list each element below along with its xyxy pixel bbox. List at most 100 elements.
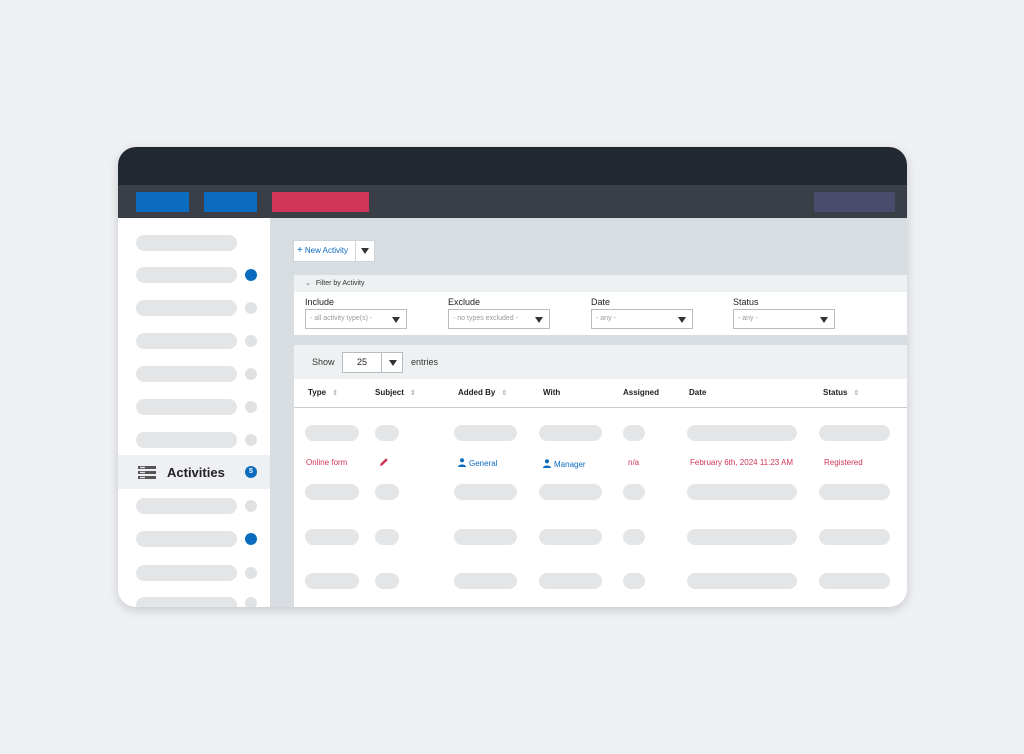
sidebar-item-placeholder[interactable] xyxy=(136,300,237,316)
sidebar-item-placeholder[interactable] xyxy=(136,333,237,349)
column-header-label: Date xyxy=(689,388,707,397)
column-header-subject[interactable]: Subject ⇕ xyxy=(375,388,416,397)
chevron-down-icon xyxy=(678,317,686,323)
sidebar-item-placeholder[interactable] xyxy=(136,597,237,607)
column-header-with[interactable]: With xyxy=(543,388,560,397)
app-window: Activities 5 + New Activity ⌄ Filter by Ac… xyxy=(118,147,907,607)
sort-icon: ⇕ xyxy=(409,390,416,397)
cell-placeholder xyxy=(375,425,399,441)
sidebar-item-placeholder[interactable] xyxy=(136,235,237,251)
sidebar-status-dot xyxy=(245,368,257,380)
status-select[interactable]: - any - xyxy=(733,309,835,329)
new-activity-dropdown-toggle[interactable] xyxy=(355,241,375,261)
column-header-date[interactable]: Date xyxy=(689,388,706,397)
sidebar-item-placeholder[interactable] xyxy=(136,498,237,514)
column-header-type[interactable]: Type ⇕ xyxy=(308,388,338,397)
cell-placeholder xyxy=(623,425,645,441)
toolbar-button-4[interactable] xyxy=(814,192,895,212)
sidebar-status-dot xyxy=(245,269,257,281)
sidebar-status-dot xyxy=(245,302,257,314)
status-placeholder: - any - xyxy=(738,315,758,322)
new-activity-split-button: + New Activity xyxy=(293,240,375,262)
cell-placeholder xyxy=(623,484,645,500)
exclude-select[interactable]: - no types excluded - xyxy=(448,309,550,329)
column-header-status[interactable]: Status ⇕ xyxy=(823,388,859,397)
cell-placeholder xyxy=(375,573,399,589)
sidebar-item-placeholder[interactable] xyxy=(136,267,237,283)
toolbar-button-3[interactable] xyxy=(272,192,369,212)
new-activity-label: New Activity xyxy=(304,246,348,255)
sidebar-status-dot xyxy=(245,533,257,545)
filter-title: Filter by Activity xyxy=(315,280,365,287)
chevron-down-icon xyxy=(392,317,400,323)
new-activity-button[interactable]: + New Activity xyxy=(294,241,355,261)
filter-header[interactable]: ⌄ Filter by Activity xyxy=(294,275,907,292)
sidebar-status-dot xyxy=(245,434,257,446)
cell-placeholder xyxy=(687,425,797,441)
sort-icon: ⇕ xyxy=(853,390,860,397)
page-size-toggle[interactable] xyxy=(381,353,403,372)
show-label: Show xyxy=(312,357,335,367)
cell-placeholder xyxy=(305,484,359,500)
page-size-bar: Show 25 entries xyxy=(294,345,907,379)
cell-placeholder xyxy=(454,573,517,589)
chevron-down-icon xyxy=(361,248,369,254)
user-icon xyxy=(458,458,466,467)
sidebar-status-dot xyxy=(245,597,257,607)
cell-placeholder xyxy=(305,573,359,589)
cell-status: Registered xyxy=(824,458,863,467)
toolbar-button-2[interactable] xyxy=(204,192,257,212)
cell-added-by[interactable]: General xyxy=(458,458,497,468)
sidebar-item-placeholder[interactable] xyxy=(136,399,237,415)
date-placeholder: - any - xyxy=(596,315,616,322)
sidebar-status-dot xyxy=(245,335,257,347)
include-placeholder: - all activity type(s) - xyxy=(310,315,373,322)
chevron-down-icon xyxy=(535,317,543,323)
added-by-label: General xyxy=(469,459,498,468)
cell-placeholder xyxy=(623,529,645,545)
cell-placeholder xyxy=(819,573,890,589)
cell-placeholder xyxy=(305,529,359,545)
cell-placeholder xyxy=(454,425,517,441)
column-header-added-by[interactable]: Added By ⇕ xyxy=(458,388,507,397)
sidebar-item-placeholder[interactable] xyxy=(136,565,237,581)
date-select[interactable]: - any - xyxy=(591,309,693,329)
column-header-label: Type xyxy=(308,388,327,397)
cell-placeholder xyxy=(819,425,890,441)
column-header-label: With xyxy=(543,388,561,397)
cell-assigned: n/a xyxy=(628,458,640,467)
cell-with[interactable]: Manager xyxy=(543,459,586,469)
cell-placeholder xyxy=(687,484,797,500)
include-select[interactable]: - all activity type(s) - xyxy=(305,309,407,329)
chevron-down-icon xyxy=(820,317,828,323)
main-content: + New Activity ⌄ Filter by Activity Includ… xyxy=(270,218,907,607)
sidebar-status-dot xyxy=(245,401,257,413)
sidebar-item-placeholder[interactable] xyxy=(136,432,237,448)
sidebar-item-placeholder[interactable] xyxy=(136,366,237,382)
cell-type: Online form xyxy=(306,458,348,467)
include-label: Include xyxy=(305,297,335,307)
cell-placeholder xyxy=(819,529,890,545)
page-size-value: 25 xyxy=(356,357,367,367)
column-header-assigned[interactable]: Assigned xyxy=(623,388,659,397)
cell-placeholder xyxy=(623,573,645,589)
cell-placeholder xyxy=(539,484,602,500)
cell-placeholder xyxy=(539,425,602,441)
sidebar-status-dot xyxy=(245,500,257,512)
pencil-icon[interactable] xyxy=(379,457,389,467)
toolbar-button-1[interactable] xyxy=(136,192,189,212)
cell-placeholder xyxy=(687,573,797,589)
cell-placeholder xyxy=(539,529,602,545)
cell-placeholder xyxy=(375,529,399,545)
cell-placeholder xyxy=(539,573,602,589)
cell-placeholder xyxy=(305,425,359,441)
chevron-down-icon: ⌄ xyxy=(305,280,311,287)
cell-date: February 6th, 2024 11:23 AM xyxy=(690,458,794,467)
column-header-label: Assigned xyxy=(623,388,660,397)
sidebar-item-activities[interactable]: Activities 5 xyxy=(118,455,270,489)
page-size-select[interactable]: 25 xyxy=(342,352,403,373)
cell-placeholder xyxy=(687,529,797,545)
exclude-label: Exclude xyxy=(448,297,481,307)
activities-table: Show 25 entries Type ⇕ Subject ⇕ Added By ⇕… xyxy=(294,345,907,607)
sidebar-item-placeholder[interactable] xyxy=(136,531,237,547)
